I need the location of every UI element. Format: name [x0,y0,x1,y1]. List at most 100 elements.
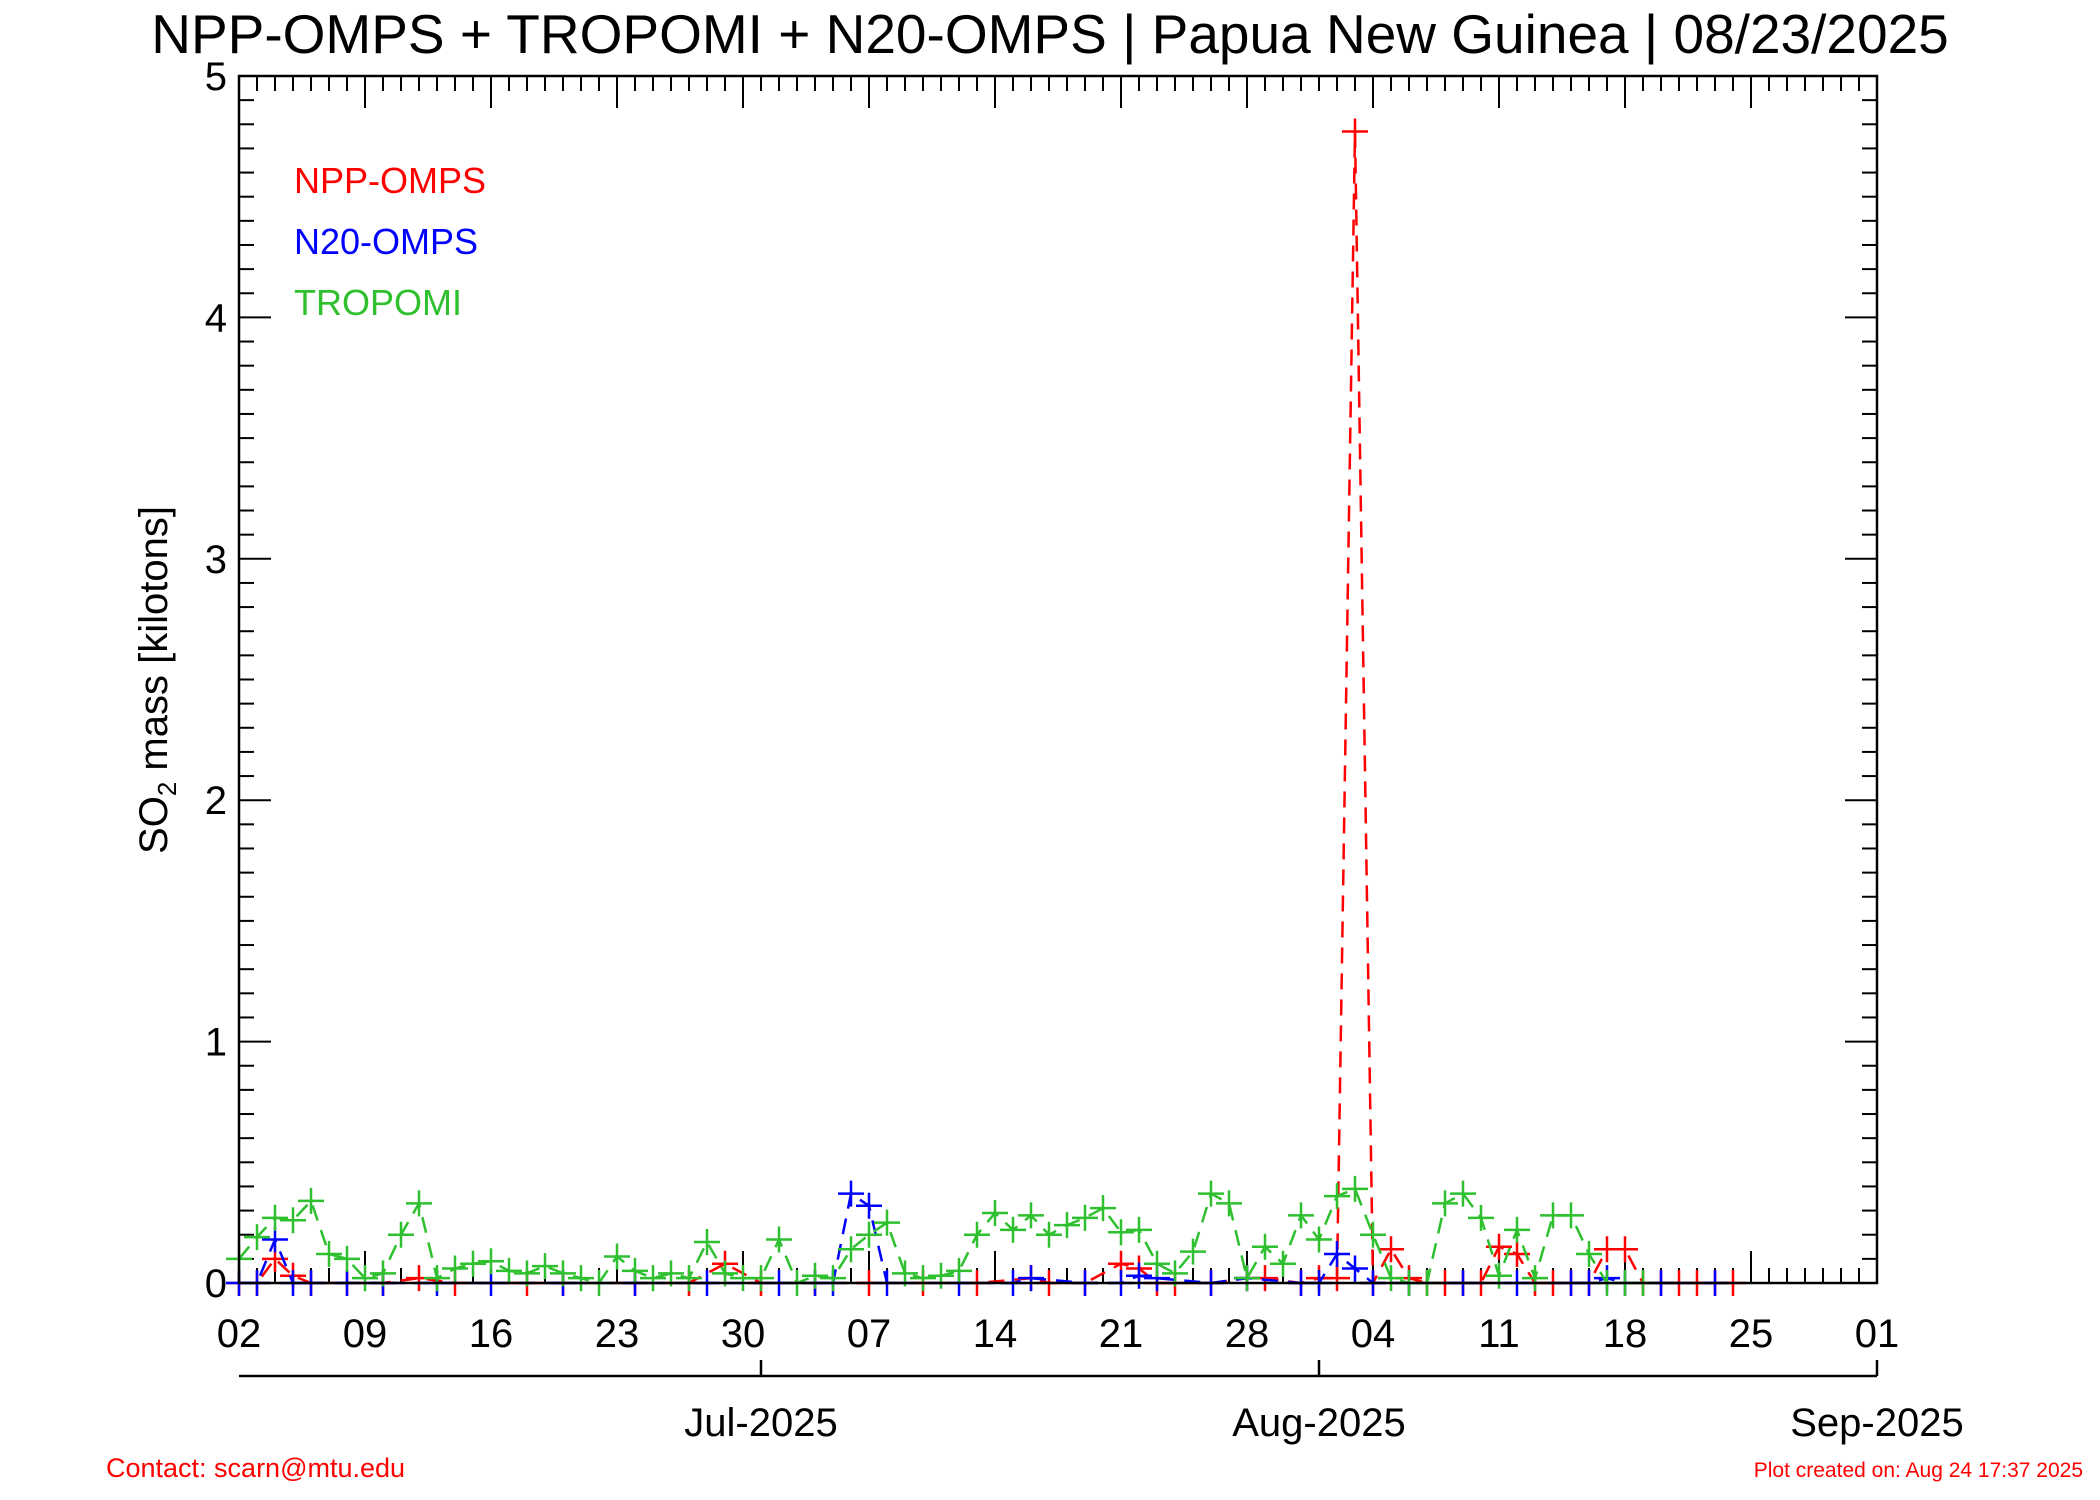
x-tick-label: 30 [721,1312,766,1356]
legend-entry: NPP-OMPS [294,160,486,201]
data-point [1324,1183,1350,1210]
created-footer: Plot created on: Aug 24 17:37 2025 [1753,1459,2083,1482]
data-point [1468,1204,1494,1231]
data-point [1432,1190,1458,1217]
data-point [532,1253,558,1280]
x-tick-label: 11 [1478,1312,1520,1356]
data-point [1324,1265,1350,1292]
data-point [334,1245,360,1272]
data-point [910,1265,936,1292]
data-point [1270,1250,1296,1277]
data-point [1252,1233,1278,1260]
data-point [640,1265,666,1292]
data-point [1612,1236,1638,1263]
data-point [1000,1216,1026,1243]
data-point [298,1187,324,1214]
data-point [1558,1202,1584,1229]
data-point [280,1207,306,1234]
data-point [1108,1219,1134,1246]
data-point [748,1265,774,1292]
contact-footer: Contact: scarn@mtu.edu [106,1453,406,1483]
data-point [352,1265,378,1292]
data-point [802,1262,828,1289]
x-tick-label: 07 [847,1312,892,1356]
data-point [856,1192,882,1219]
data-point [838,1180,864,1207]
data-point [1450,1180,1476,1207]
month-label: Jul-2025 [684,1401,837,1445]
data-point [406,1190,432,1217]
data-point [928,1262,954,1289]
legend: NPP-OMPS N20-OMPS TROPOMI [294,160,486,323]
x-tick-label: 25 [1729,1312,1774,1356]
y-tick-label: 3 [205,538,227,582]
data-point [1126,1262,1152,1289]
data-point [1342,1255,1368,1282]
data-point [1342,1175,1368,1202]
data-point [1198,1180,1224,1207]
data-point [1486,1262,1512,1289]
x-tick-label: 16 [469,1312,514,1356]
data-point [1234,1265,1260,1292]
y-tick-label: 5 [205,55,227,99]
data-point [262,1204,288,1231]
month-label: Aug-2025 [1232,1401,1405,1445]
data-point [946,1257,972,1284]
data-point [1090,1195,1116,1222]
x-tick-label: 02 [217,1312,262,1356]
data-point [262,1226,288,1253]
x-tick-label: 18 [1603,1312,1648,1356]
tick-marks [238,75,1879,1376]
data-point [244,1224,270,1251]
data-point [964,1221,990,1248]
data-point [1126,1216,1152,1243]
data-point [1018,1265,1044,1292]
data-point [766,1226,792,1253]
svg-text:SO2 mass [kilotons]: SO2 mass [kilotons] [132,506,182,854]
data-point [1324,1241,1350,1268]
data-point [1378,1265,1404,1292]
x-tick-label: 28 [1225,1312,1270,1356]
data-point [1306,1226,1332,1253]
x-tick-label: 14 [973,1312,1018,1356]
data-point [460,1250,486,1277]
data-point [1576,1241,1602,1268]
data-point [694,1228,720,1255]
data-point [1342,118,1368,145]
data-point [1378,1236,1404,1263]
data-point [442,1255,468,1282]
data-point [820,1265,846,1292]
data-point [1288,1202,1314,1229]
data-point [1504,1216,1530,1243]
data-point [496,1257,522,1284]
data-point [856,1221,882,1248]
data-point [1144,1250,1170,1277]
x-tick-label: 01 [1855,1312,1900,1356]
legend-entry: TROPOMI [294,282,462,323]
data-point [874,1209,900,1236]
data-point [1216,1190,1242,1217]
data-point [1072,1204,1098,1231]
y-tick-label: 0 [205,1262,227,1306]
chart-title: NPP-OMPS + TROPOMI + N20-OMPS | Papua Ne… [151,3,1949,65]
month-label: Sep-2025 [1790,1401,1963,1445]
legend-entry: N20-OMPS [294,221,478,262]
y-tick-label: 2 [205,779,227,823]
x-tick-label: 04 [1351,1312,1396,1356]
x-tick-label: 23 [595,1312,640,1356]
series-line-NPP-OMPS [239,131,1733,1285]
y-tick-label: 4 [205,296,227,340]
data-point [478,1248,504,1275]
data-point [1054,1212,1080,1239]
data-point [1036,1221,1062,1248]
data-point [982,1199,1008,1226]
y-axis-label: SO2 mass [kilotons] [132,506,182,854]
x-tick-label: 21 [1099,1312,1144,1356]
plot-frame [237,74,1879,1285]
x-tick-label: 09 [343,1312,388,1356]
data-point [1360,1221,1386,1248]
data-point [838,1236,864,1263]
y-tick-label: 1 [205,1021,227,1065]
